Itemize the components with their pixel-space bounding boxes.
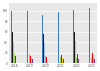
Bar xyxy=(77,54,78,63)
Bar xyxy=(60,57,61,63)
Bar xyxy=(94,59,95,63)
Bar xyxy=(76,58,77,63)
Bar xyxy=(15,56,16,63)
Bar xyxy=(11,11,12,63)
Bar xyxy=(89,8,90,63)
Bar xyxy=(93,57,94,63)
Bar xyxy=(43,34,44,63)
Bar xyxy=(45,56,46,63)
Bar xyxy=(91,58,92,63)
Bar xyxy=(63,59,64,63)
Bar xyxy=(31,58,32,63)
Bar xyxy=(13,42,14,63)
Bar xyxy=(27,11,28,63)
Bar xyxy=(14,54,15,63)
Bar xyxy=(62,58,63,63)
Bar xyxy=(29,54,30,63)
Bar xyxy=(75,41,76,63)
Bar xyxy=(74,32,75,63)
Bar xyxy=(44,43,45,63)
Bar xyxy=(58,12,59,63)
Bar xyxy=(16,59,17,63)
Bar xyxy=(46,57,47,63)
Bar xyxy=(12,32,13,63)
Bar xyxy=(78,59,79,63)
Bar xyxy=(32,59,33,63)
Bar xyxy=(92,53,93,63)
Bar xyxy=(73,10,74,63)
Bar xyxy=(59,33,60,63)
Bar xyxy=(61,55,62,63)
Bar xyxy=(30,56,31,63)
Bar xyxy=(42,15,43,63)
